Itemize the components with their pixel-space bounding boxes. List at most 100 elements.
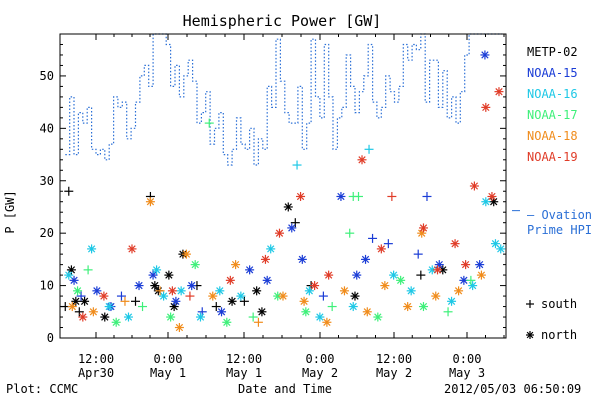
south-marker xyxy=(368,233,378,243)
south-marker xyxy=(466,275,476,285)
south-marker xyxy=(318,291,328,301)
chart-title: Hemispheric Power [GW] xyxy=(183,12,382,30)
y-tick-label: 30 xyxy=(40,174,54,188)
north-marker xyxy=(431,291,441,301)
x-tick-label-date: May 3 xyxy=(449,366,485,380)
north-marker xyxy=(406,286,416,296)
x-axis-label: Date and Time xyxy=(238,382,332,396)
north-marker xyxy=(278,291,288,301)
north-marker xyxy=(87,244,97,254)
north-marker xyxy=(123,312,133,322)
north-marker xyxy=(252,286,262,296)
north-marker xyxy=(64,270,74,280)
north-marker xyxy=(260,254,270,264)
north-marker xyxy=(299,296,309,306)
north-marker xyxy=(127,244,137,254)
north-marker xyxy=(80,296,90,306)
north-marker xyxy=(487,191,497,201)
y-tick-label: 0 xyxy=(47,331,54,345)
north-marker xyxy=(195,312,205,322)
north-marker xyxy=(336,191,346,201)
x-tick-label-date: May 2 xyxy=(302,366,338,380)
north-marker xyxy=(71,296,81,306)
y-tick-label: 40 xyxy=(40,121,54,135)
south-marker xyxy=(383,239,393,249)
north-marker xyxy=(150,281,160,291)
plot-credit: Plot: CCMC xyxy=(6,382,78,396)
north-marker xyxy=(494,87,504,97)
north-marker xyxy=(350,291,360,301)
north-marker xyxy=(222,317,232,327)
north-marker xyxy=(231,260,241,270)
y-axis-label: P [GW] xyxy=(3,190,17,233)
north-marker xyxy=(352,270,362,280)
north-marker xyxy=(450,239,460,249)
x-tick-label-time: 12:00 xyxy=(376,352,412,366)
north-marker-key xyxy=(526,331,534,339)
north-marker xyxy=(187,281,197,291)
north-marker xyxy=(134,281,144,291)
north-marker xyxy=(297,254,307,264)
south-marker xyxy=(76,291,86,301)
north-marker xyxy=(166,312,176,322)
south-marker xyxy=(211,302,221,312)
x-tick-label-date: May 1 xyxy=(226,366,262,380)
north-marker xyxy=(403,302,413,312)
y-tick-label: 50 xyxy=(40,69,54,83)
north-marker xyxy=(480,50,490,60)
north-marker xyxy=(339,286,349,296)
south-marker xyxy=(422,191,432,201)
north-marker xyxy=(301,307,311,317)
north-marker xyxy=(348,302,358,312)
south-marker xyxy=(345,228,355,238)
north-marker xyxy=(176,286,186,296)
north-marker xyxy=(273,291,283,301)
legend-entry: NOAA-15 xyxy=(527,66,578,80)
north-marker xyxy=(148,270,158,280)
north-marker xyxy=(104,302,114,312)
x-tick-label-time: 12:00 xyxy=(78,352,114,366)
ovation-prime-hpi-line xyxy=(65,33,502,166)
south-marker xyxy=(364,144,374,154)
north-marker xyxy=(111,317,121,327)
north-marker xyxy=(92,286,102,296)
south-marker xyxy=(64,186,74,196)
north-marker xyxy=(469,181,479,191)
north-marker xyxy=(461,260,471,270)
north-marker xyxy=(145,197,155,207)
north-marker xyxy=(266,244,276,254)
legend-entry: METP-02 xyxy=(527,45,578,59)
north-marker xyxy=(454,286,464,296)
north-marker xyxy=(418,223,428,233)
north-marker xyxy=(296,191,306,201)
north-marker xyxy=(73,286,83,296)
north-marker xyxy=(257,307,267,317)
south-marker xyxy=(120,296,130,306)
north-marker-label: north xyxy=(541,328,577,342)
y-tick-label: 10 xyxy=(40,279,54,293)
south-marker-key xyxy=(526,300,534,308)
south-marker xyxy=(155,286,165,296)
south-marker xyxy=(138,302,148,312)
north-marker xyxy=(236,291,246,301)
legend-entry: NOAA-19 xyxy=(527,150,578,164)
x-tick-label-date: May 1 xyxy=(150,366,186,380)
north-marker xyxy=(78,312,88,322)
x-tick-label-time: 0:00 xyxy=(306,352,335,366)
north-marker xyxy=(373,312,383,322)
north-marker xyxy=(433,265,443,275)
north-marker xyxy=(215,286,225,296)
north-marker xyxy=(159,291,169,301)
north-marker xyxy=(88,307,98,317)
north-marker xyxy=(67,302,77,312)
south-marker xyxy=(387,191,397,201)
north-marker xyxy=(481,102,491,112)
north-marker xyxy=(181,249,191,259)
north-marker xyxy=(190,260,200,270)
south-marker xyxy=(327,302,337,312)
south-marker xyxy=(131,296,141,306)
north-marker xyxy=(164,270,174,280)
north-marker xyxy=(468,281,478,291)
